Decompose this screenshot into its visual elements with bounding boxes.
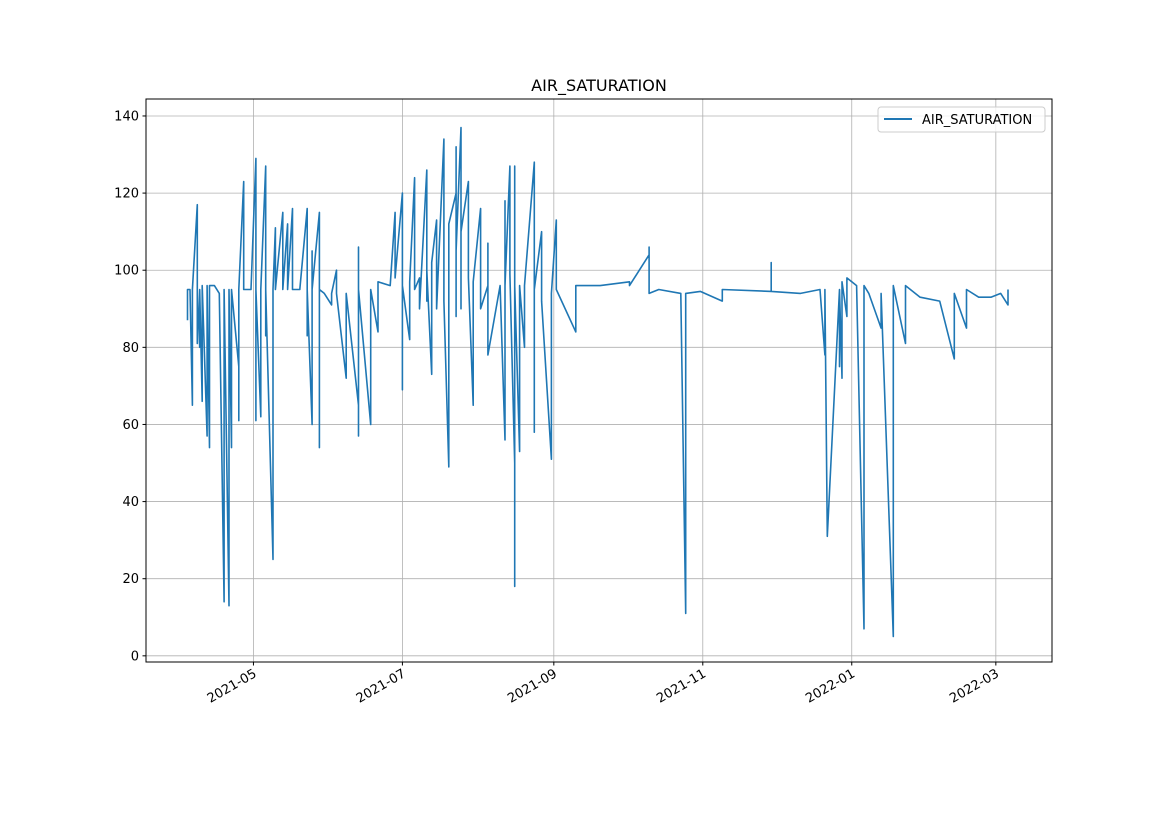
y-tick-label: 80: [122, 341, 139, 356]
y-tick-label: 60: [122, 418, 139, 433]
y-tick-label: 140: [114, 109, 139, 124]
series-group: [186, 126, 1009, 638]
plot-area-frame: [145, 98, 1053, 663]
chart-title: AIR_SATURATION: [531, 76, 667, 96]
y-tick-label: 20: [122, 572, 139, 587]
legend: AIR_SATURATION: [877, 106, 1046, 133]
y-tick-label: 0: [131, 649, 139, 664]
y-tick-label: 100: [114, 264, 139, 279]
series-line-air-saturation: [186, 126, 1009, 638]
y-axis: 0 20 40 60 80 100 120 140: [114, 109, 146, 664]
legend-label: AIR_SATURATION: [922, 113, 1032, 128]
y-tick-label: 40: [122, 495, 139, 510]
y-tick-label: 120: [114, 187, 139, 202]
